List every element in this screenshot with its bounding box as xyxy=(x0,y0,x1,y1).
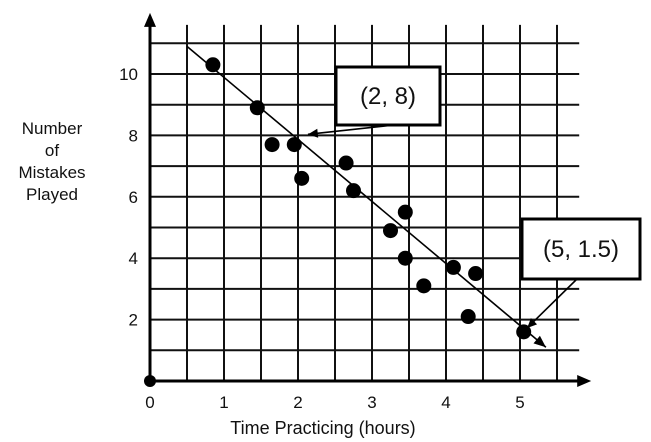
axes xyxy=(144,12,592,387)
x-axis-label: Time Practicing (hours) xyxy=(230,418,415,438)
annotations: (2, 8) (5, 1.5) xyxy=(307,65,642,329)
axis-labels: Time Practicing (hours) Number of Mistakes P… xyxy=(18,119,415,438)
annotation-arrowhead xyxy=(307,128,319,138)
data-point xyxy=(205,57,221,73)
data-point xyxy=(338,155,354,171)
data-point xyxy=(416,278,432,294)
data-point xyxy=(445,259,461,275)
trend-line-group xyxy=(186,45,547,348)
y-tick-label: 4 xyxy=(129,249,138,268)
annotation-box xyxy=(334,65,442,127)
data-point xyxy=(397,204,413,220)
data-point xyxy=(249,100,265,116)
data-point xyxy=(468,266,484,282)
x-tick-label: 2 xyxy=(293,393,302,412)
y-axis-label-line: Mistakes xyxy=(18,163,85,182)
x-tick-label: 1 xyxy=(219,393,228,412)
x-tick-label: 5 xyxy=(515,393,524,412)
annotation-arrow xyxy=(526,278,578,329)
data-point xyxy=(346,183,361,199)
annotation-label: (2, 8) xyxy=(360,83,416,110)
y-axis-label-line: of xyxy=(45,141,59,160)
x-tick-label: 3 xyxy=(367,393,376,412)
data-point xyxy=(264,137,280,153)
y-tick-label: 10 xyxy=(119,65,138,84)
x-tick-label: 4 xyxy=(441,393,450,412)
data-point xyxy=(286,137,302,153)
origin-point xyxy=(144,375,156,387)
y-tick-label: 2 xyxy=(129,311,138,330)
data-point xyxy=(397,250,413,266)
x-axis-arrowhead xyxy=(577,375,592,387)
annotation-box xyxy=(520,217,642,281)
tick-labels: 0 1 2 3 4 5 2 4 6 8 10 xyxy=(119,65,525,412)
y-axis-arrowhead xyxy=(144,12,156,27)
trend-line-arrowhead xyxy=(533,335,546,348)
data-points xyxy=(205,57,532,340)
x-tick-label: 0 xyxy=(145,393,154,412)
trend-line xyxy=(186,45,547,348)
annotation-arrow xyxy=(307,124,395,136)
y-axis-label-line: Number xyxy=(22,119,83,138)
y-tick-label: 8 xyxy=(129,126,138,145)
data-point xyxy=(294,170,310,186)
annotation-arrowhead xyxy=(527,318,538,328)
annotation-label: (5, 1.5) xyxy=(543,236,619,263)
data-point xyxy=(460,309,476,325)
y-axis-label-line: Played xyxy=(26,185,78,204)
y-tick-label: 6 xyxy=(129,188,138,207)
data-point xyxy=(383,223,398,239)
